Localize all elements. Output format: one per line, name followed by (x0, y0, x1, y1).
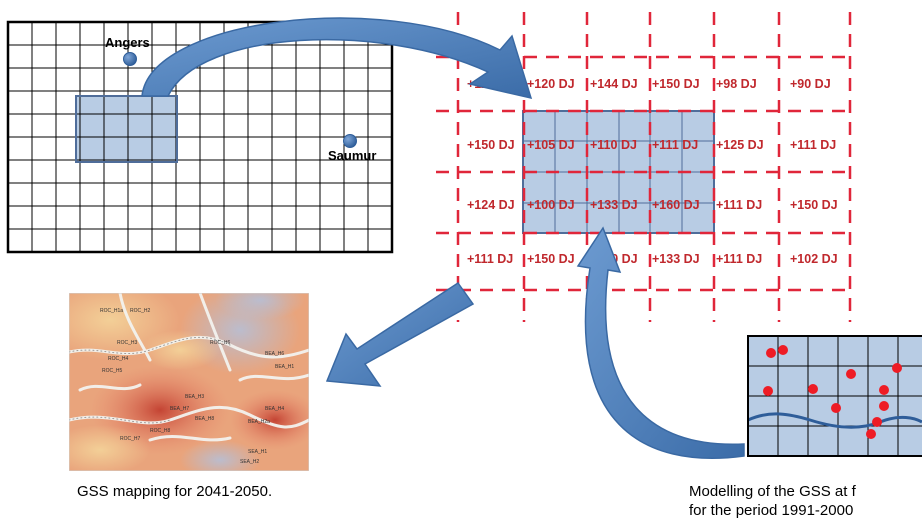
gss-site-label: BEA_H4 (265, 406, 284, 412)
gss-site-label: ROC_H2 (130, 308, 151, 314)
sample-grid-border (747, 335, 922, 457)
dj-cell-label: +98 DJ (716, 77, 757, 91)
sample-point (872, 417, 882, 427)
dj-cell-label: +144 DJ (590, 77, 638, 91)
dj-cell-label: +133 DJ (590, 198, 638, 212)
sample-point (778, 345, 788, 355)
sample-point (866, 429, 876, 439)
gss-site-label: ROC_H6 (210, 340, 231, 346)
dj-cell-label: +105 DJ (527, 138, 575, 152)
gss-site-label: BEA_H3 (185, 394, 204, 400)
river-line (747, 412, 922, 429)
selected-grid-block (76, 96, 177, 162)
gss-site-label: ROC_H1a (100, 308, 123, 314)
dj-cell-label: +120 DJ (527, 77, 575, 91)
dj-cell-label: +111 DJ (652, 138, 698, 152)
city-label-angers: Angers (105, 35, 150, 50)
dj-cell-label: +111 DJ (790, 138, 836, 152)
angers-marker (123, 52, 137, 66)
city-label-saumur: Saumur (328, 148, 376, 163)
sample-point (808, 384, 818, 394)
dj-cell-label: +150 DJ (467, 138, 515, 152)
gss-site-label: BEA_H8 (195, 416, 214, 422)
dj-cell-label: +150 DJ (527, 252, 575, 266)
straight-arrow-left (325, 281, 475, 387)
climate-dashed-lines (436, 12, 852, 322)
dj-cell-label: +150 DJ (652, 77, 700, 91)
sample-point (846, 369, 856, 379)
gss-site-label: ROC_H5 (102, 368, 123, 374)
gss-site-label: BEA_H6 (265, 351, 284, 357)
dj-cell-label: +124 DJ (467, 198, 515, 212)
dj-cell-label: +111 DJ (467, 252, 513, 266)
dj-cell-label: +133 DJ (652, 252, 700, 266)
dj-cell-label: +90 DJ (790, 77, 831, 91)
gss-site-label: ROC_H3 (117, 340, 138, 346)
gss-site-label: SEA_H1 (248, 449, 267, 455)
dj-cell-label: +111 DJ (716, 252, 762, 266)
sample-point (879, 385, 889, 395)
sample-grid-lines (748, 336, 922, 456)
gss-site-label: ROC_H4 (108, 356, 129, 362)
curved-arrow-top (141, 17, 533, 100)
climate-dashed-grid: +111 DJ +120 DJ +144 DJ +150 DJ +98 DJ +90 DJ… (436, 12, 852, 322)
curved-arrow-bottom (576, 226, 745, 459)
sample-point (879, 401, 889, 411)
gss-site-label: BEA_H1 (275, 364, 294, 370)
sample-points (763, 345, 902, 439)
gss-site-label: BEA_H7 (170, 406, 189, 412)
dj-cell-label: +125 DJ (716, 138, 764, 152)
caption-modelling-line1: Modelling of the GSS at f (689, 483, 856, 500)
caption-gss-mapping: GSS mapping for 2041-2050. (77, 483, 273, 500)
sample-point (763, 386, 773, 396)
regional-grid-border (6, 20, 394, 254)
sample-point (766, 348, 776, 358)
gss-site-label: ROC_H7 (120, 436, 141, 442)
dj-cell-label: +150 DJ (790, 198, 838, 212)
sample-point (892, 363, 902, 373)
caption-modelling-line2: for the period 1991-2000 (689, 502, 854, 519)
gss-site-label: ROC_H8 (150, 428, 171, 434)
selected-grid-block-border (75, 95, 178, 163)
dj-cell-label: +110 DJ (590, 138, 637, 152)
dj-cell-label: +160 DJ (652, 198, 700, 212)
gss-map-thumbnail: ROC_H1a ROC_H2 ROC_H3 ROC_H4 ROC_H5 ROC_H6 BEA… (69, 293, 309, 471)
gss-site-label: SEA_H2 (240, 459, 259, 465)
dj-cell-label: +111 DJ (716, 198, 762, 212)
sample-points-grid (747, 335, 922, 457)
dj-cell-label: +102 DJ (790, 252, 838, 266)
climate-dj-labels: +111 DJ +120 DJ +144 DJ +150 DJ +98 DJ +90 DJ… (467, 77, 838, 266)
dj-cell-label: +100 DJ (527, 198, 575, 212)
sample-point (831, 403, 841, 413)
gss-site-label: BEA_H2a (248, 419, 270, 425)
saumur-marker (343, 134, 357, 148)
